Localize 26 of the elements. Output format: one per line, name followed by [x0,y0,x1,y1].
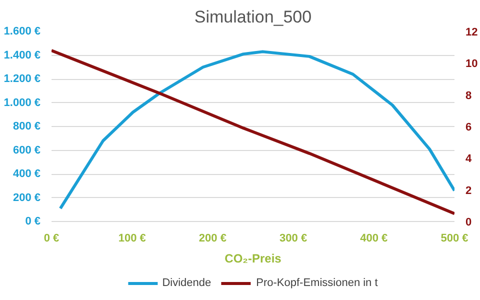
y-tick-label: 1.200 € [4,73,40,85]
chart-title: Simulation_500 [194,8,312,26]
y-tick-label: 600 € [12,144,41,156]
y-tick-label: 400 € [12,168,41,180]
y-tick-label: 200 € [12,192,41,204]
x-tick-label: 200 € [198,232,226,244]
y-tick-label: 1.400 € [4,49,40,62]
y-tick-label: 0 € [25,216,41,228]
y2-tick-label: 4 [466,153,472,166]
y-tick-label: 800 € [12,120,41,132]
y2-tick-label: 6 [466,122,472,134]
y2-tick-label: 8 [466,90,472,102]
y2-tick-label: 2 [466,184,472,197]
x-tick-label: 0 € [44,232,60,244]
y2-tick-label: 10 [466,58,478,70]
x-tick-label: 100 € [118,232,146,244]
legend-label: Dividende [162,277,212,289]
y2-tick-label: 0 [466,216,472,228]
x-tick-label: 300 € [280,232,308,244]
y2-tick-label: 12 [466,26,478,38]
legend-label: Pro-Kopf-Emissionen in t [256,277,378,289]
x-axis-title: CO₂-Preis [224,252,282,266]
x-tick-label: 400 € [360,232,388,244]
x-tick-label: 500 € [440,232,468,244]
y-tick-label: 1.600 € [4,26,40,38]
y-tick-label: 1.000 € [4,96,40,109]
